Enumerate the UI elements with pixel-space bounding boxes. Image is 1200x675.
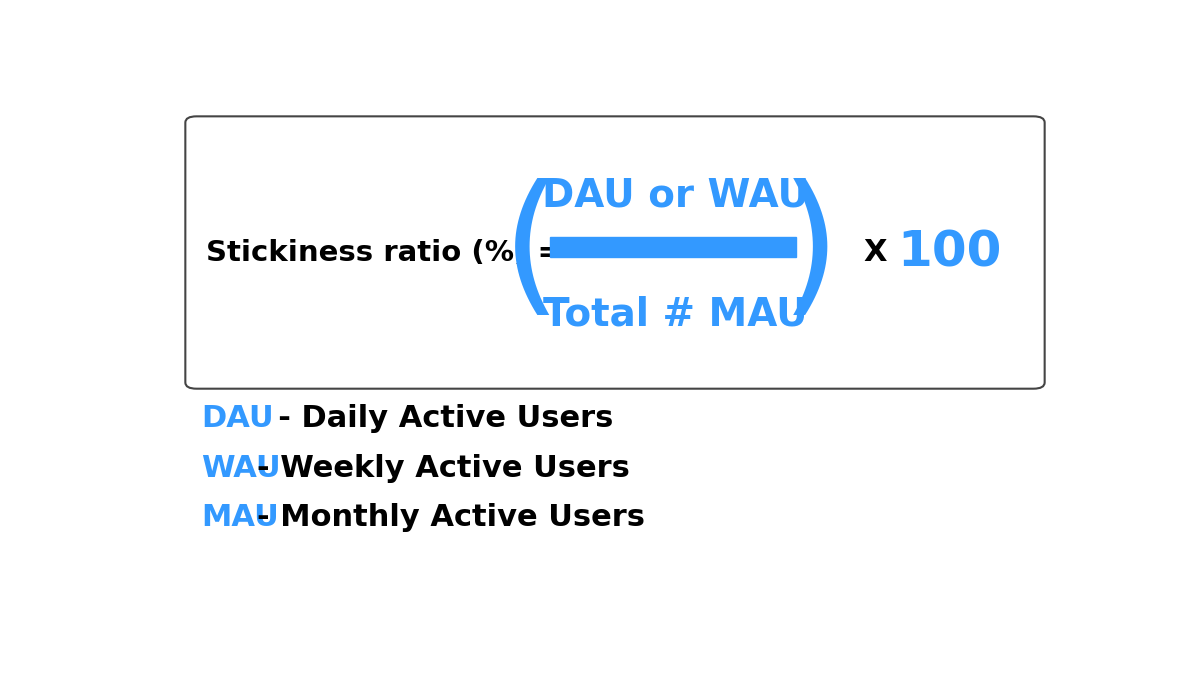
FancyBboxPatch shape xyxy=(185,116,1045,389)
Text: Stickiness ratio (%) =: Stickiness ratio (%) = xyxy=(206,238,562,267)
Text: 100: 100 xyxy=(898,229,1002,277)
Text: (: ( xyxy=(502,178,562,327)
Text: - Monthly Active Users: - Monthly Active Users xyxy=(257,503,644,532)
Text: WAU: WAU xyxy=(202,454,281,483)
Text: DAU: DAU xyxy=(202,404,274,433)
Text: Total # MAU: Total # MAU xyxy=(544,296,808,334)
Bar xyxy=(550,237,797,257)
Text: X: X xyxy=(864,238,887,267)
Text: ): ) xyxy=(780,178,840,327)
Text: - Weekly Active Users: - Weekly Active Users xyxy=(257,454,630,483)
Text: DAU or WAU: DAU or WAU xyxy=(542,176,809,215)
Text: MAU: MAU xyxy=(202,503,278,532)
Text: - Daily Active Users: - Daily Active Users xyxy=(257,404,613,433)
